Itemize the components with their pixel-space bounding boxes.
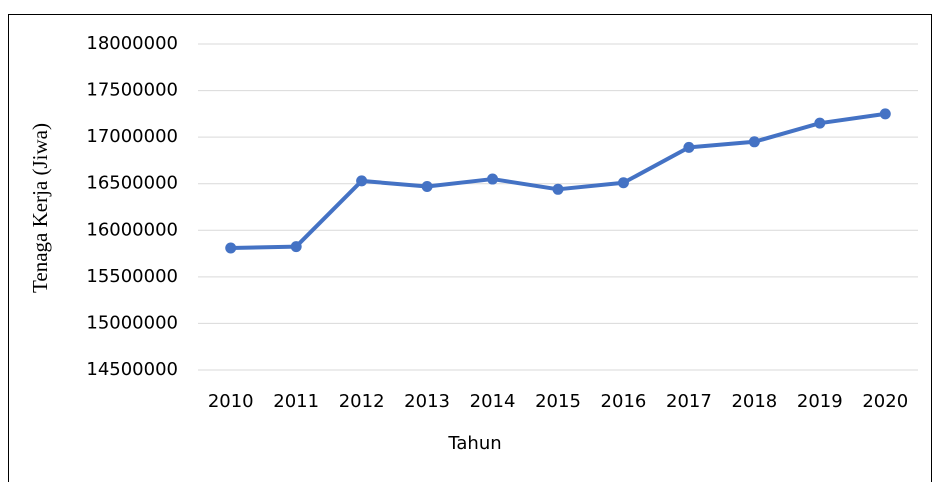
marker [617,177,629,189]
marker [290,241,302,253]
x-tick-label: 2017 [666,391,712,412]
y-tick-label: 18000000 [86,33,178,54]
y-axis-title: Tenaga Kerja (Jiwa) [28,123,52,293]
x-tick-label: 2014 [470,391,516,412]
x-tick-label: 2013 [404,391,450,412]
marker [683,141,695,153]
y-tick-label: 16500000 [86,173,178,194]
x-tick-label: 2019 [797,391,843,412]
marker [225,242,237,254]
x-axis-title: Tahun [447,433,501,454]
y-tick-label: 15000000 [86,312,178,333]
x-tick-label: 2020 [862,391,908,412]
marker [552,183,564,195]
x-tick-label: 2010 [208,391,254,412]
x-tick-label: 2016 [601,391,647,412]
x-tick-label: 2012 [339,391,385,412]
marker [748,136,760,148]
y-tick-label: 17000000 [86,126,178,147]
marker [487,173,499,185]
y-tick-label: 17500000 [86,80,178,101]
chart-border [8,14,932,482]
x-tick-label: 2011 [273,391,319,412]
marker [421,181,433,193]
y-tick-label: 16000000 [86,219,178,240]
marker [814,117,826,129]
y-tick-label: 15500000 [86,266,178,287]
marker [879,108,891,120]
line [228,111,888,250]
marker [356,175,368,187]
y-tick-label: 14500000 [86,359,178,380]
x-tick-label: 2018 [731,391,777,412]
x-tick-label: 2015 [535,391,581,412]
